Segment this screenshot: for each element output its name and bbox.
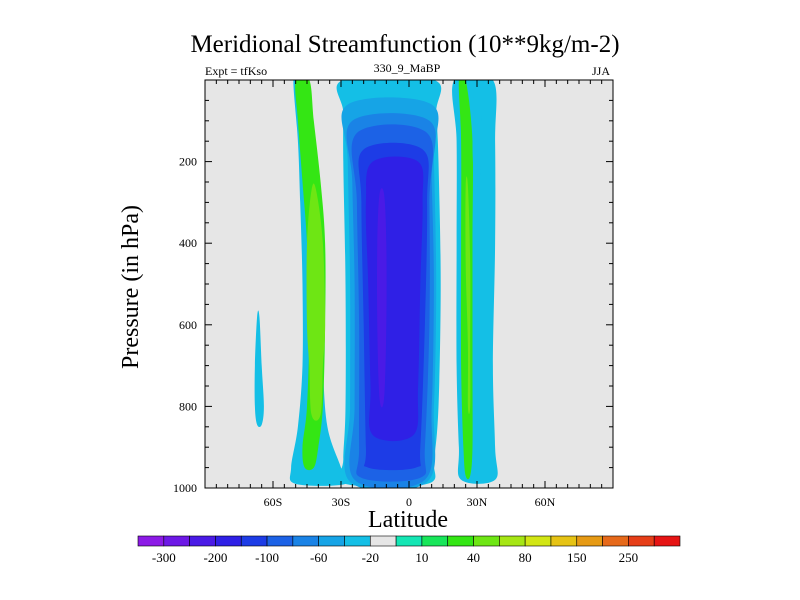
streamfunction-chart: Meridional Streamfunction (10**9kg/m-2) … bbox=[0, 0, 800, 600]
colorbar-label: -20 bbox=[362, 550, 379, 565]
colorbar-swatch bbox=[474, 536, 500, 546]
colorbar-swatch bbox=[267, 536, 293, 546]
colorbar-label: 10 bbox=[415, 550, 428, 565]
colorbar-swatch bbox=[654, 536, 680, 546]
colorbar-swatch bbox=[370, 536, 396, 546]
colorbar-label: 150 bbox=[567, 550, 587, 565]
colorbar-swatch bbox=[344, 536, 370, 546]
x-tick-label: 60N bbox=[535, 495, 556, 509]
contour-eq-blue-6 bbox=[377, 188, 387, 407]
colorbar-label: 80 bbox=[519, 550, 532, 565]
colorbar-label: -60 bbox=[310, 550, 327, 565]
colorbar-label: 250 bbox=[619, 550, 639, 565]
colorbar-swatch bbox=[215, 536, 241, 546]
colorbar-swatch bbox=[551, 536, 577, 546]
colorbar-swatch bbox=[396, 536, 422, 546]
colorbar-swatch bbox=[319, 536, 345, 546]
y-axis-label: Pressure (in hPa) bbox=[118, 205, 144, 369]
x-axis-label: Latitude bbox=[368, 507, 448, 533]
colorbar-swatch bbox=[241, 536, 267, 546]
colorbar: -300 -200 -100 -60 -20 10 40 80 150 250 bbox=[138, 536, 680, 565]
colorbar-swatch bbox=[293, 536, 319, 546]
x-tick-label: 30S bbox=[332, 495, 351, 509]
colorbar-swatch bbox=[628, 536, 654, 546]
y-tick-label: 800 bbox=[179, 399, 197, 413]
colorbar-swatch bbox=[448, 536, 474, 546]
y-tick-label: 200 bbox=[179, 155, 197, 169]
colorbar-swatch bbox=[525, 536, 551, 546]
x-tick-label: 30N bbox=[467, 495, 488, 509]
chart-title: Meridional Streamfunction (10**9kg/m-2) bbox=[190, 31, 619, 58]
colorbar-swatch bbox=[190, 536, 216, 546]
colorbar-label: -100 bbox=[255, 550, 279, 565]
colorbar-swatch bbox=[422, 536, 448, 546]
colorbar-label: -200 bbox=[204, 550, 228, 565]
colorbar-label: -300 bbox=[152, 550, 176, 565]
y-tick-label: 400 bbox=[179, 236, 197, 250]
experiment-label: Expt = tfKso bbox=[205, 64, 267, 78]
contour-eq-blue-5 bbox=[366, 157, 424, 442]
x-tick-label: 60S bbox=[264, 495, 283, 509]
y-tick-label: 1000 bbox=[173, 481, 197, 495]
colorbar-swatch bbox=[603, 536, 629, 546]
colorbar-swatch bbox=[577, 536, 603, 546]
colorbar-swatch bbox=[138, 536, 164, 546]
y-tick-label: 600 bbox=[179, 318, 197, 332]
run-label: 330_9_MaBP bbox=[374, 61, 441, 75]
season-label: JJA bbox=[592, 64, 610, 78]
colorbar-swatch bbox=[499, 536, 525, 546]
colorbar-label: 40 bbox=[467, 550, 480, 565]
colorbar-swatch bbox=[164, 536, 190, 546]
